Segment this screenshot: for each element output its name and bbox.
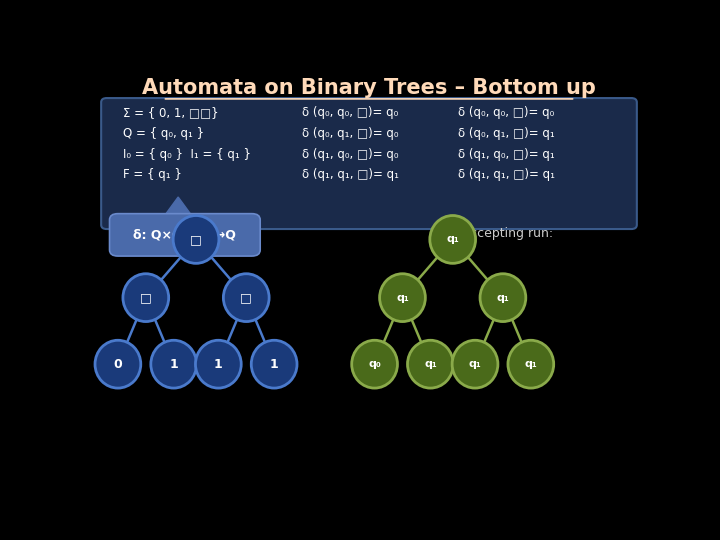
Text: δ (q₀, q₁, □)= q₀: δ (q₀, q₁, □)= q₀ [302,127,399,140]
Ellipse shape [480,274,526,321]
Text: δ: Q×Q × Σ →Q: δ: Q×Q × Σ →Q [133,228,236,241]
Ellipse shape [430,215,476,264]
Ellipse shape [351,340,397,388]
Ellipse shape [173,215,219,264]
Text: □: □ [190,233,202,246]
Ellipse shape [195,340,241,388]
Ellipse shape [223,274,269,321]
Text: δ (q₀, q₁, □)= q₁: δ (q₀, q₁, □)= q₁ [459,127,555,140]
Text: q₁: q₁ [497,293,509,302]
Text: q₁: q₁ [446,234,459,245]
Text: An accepting run:: An accepting run: [442,227,553,240]
Text: q₁: q₁ [396,293,409,302]
Ellipse shape [251,340,297,388]
Text: I₀ = { q₀ }  I₁ = { q₁ }: I₀ = { q₀ } I₁ = { q₁ } [124,148,251,161]
Ellipse shape [408,340,454,388]
Ellipse shape [150,340,197,388]
Text: q₁: q₁ [469,359,482,369]
Text: 1: 1 [270,357,279,370]
Text: □: □ [240,291,252,304]
Ellipse shape [508,340,554,388]
Text: δ (q₀, q₀, □)= q₀: δ (q₀, q₀, □)= q₀ [302,106,398,119]
FancyBboxPatch shape [109,214,260,256]
Text: □: □ [140,291,152,304]
Text: Automata on Binary Trees – Bottom up: Automata on Binary Trees – Bottom up [142,78,596,98]
Ellipse shape [123,274,168,321]
Text: δ (q₁, q₀, □)= q₀: δ (q₁, q₀, □)= q₀ [302,148,399,161]
Text: Σ = { 0, 1, □□}: Σ = { 0, 1, □□} [124,106,219,119]
Text: F = { q₁ }: F = { q₁ } [124,168,182,181]
Text: 1: 1 [214,357,222,370]
Text: δ (q₀, q₀, □)= q₀: δ (q₀, q₀, □)= q₀ [459,106,554,119]
Text: δ (q₁, q₁, □)= q₁: δ (q₁, q₁, □)= q₁ [302,168,399,181]
Text: q₁: q₁ [524,359,537,369]
Text: 1: 1 [169,357,178,370]
Text: δ (q₁, q₁, □)= q₁: δ (q₁, q₁, □)= q₁ [459,168,555,181]
Ellipse shape [452,340,498,388]
Text: 0: 0 [114,357,122,370]
Ellipse shape [95,340,141,388]
Polygon shape [161,197,195,220]
Text: q₀: q₀ [368,359,381,369]
Text: q₁: q₁ [424,359,437,369]
FancyBboxPatch shape [101,98,637,229]
Text: Q = { q₀, q₁ }: Q = { q₀, q₁ } [124,127,204,140]
Ellipse shape [379,274,426,321]
Text: δ (q₁, q₀, □)= q₁: δ (q₁, q₀, □)= q₁ [459,148,555,161]
